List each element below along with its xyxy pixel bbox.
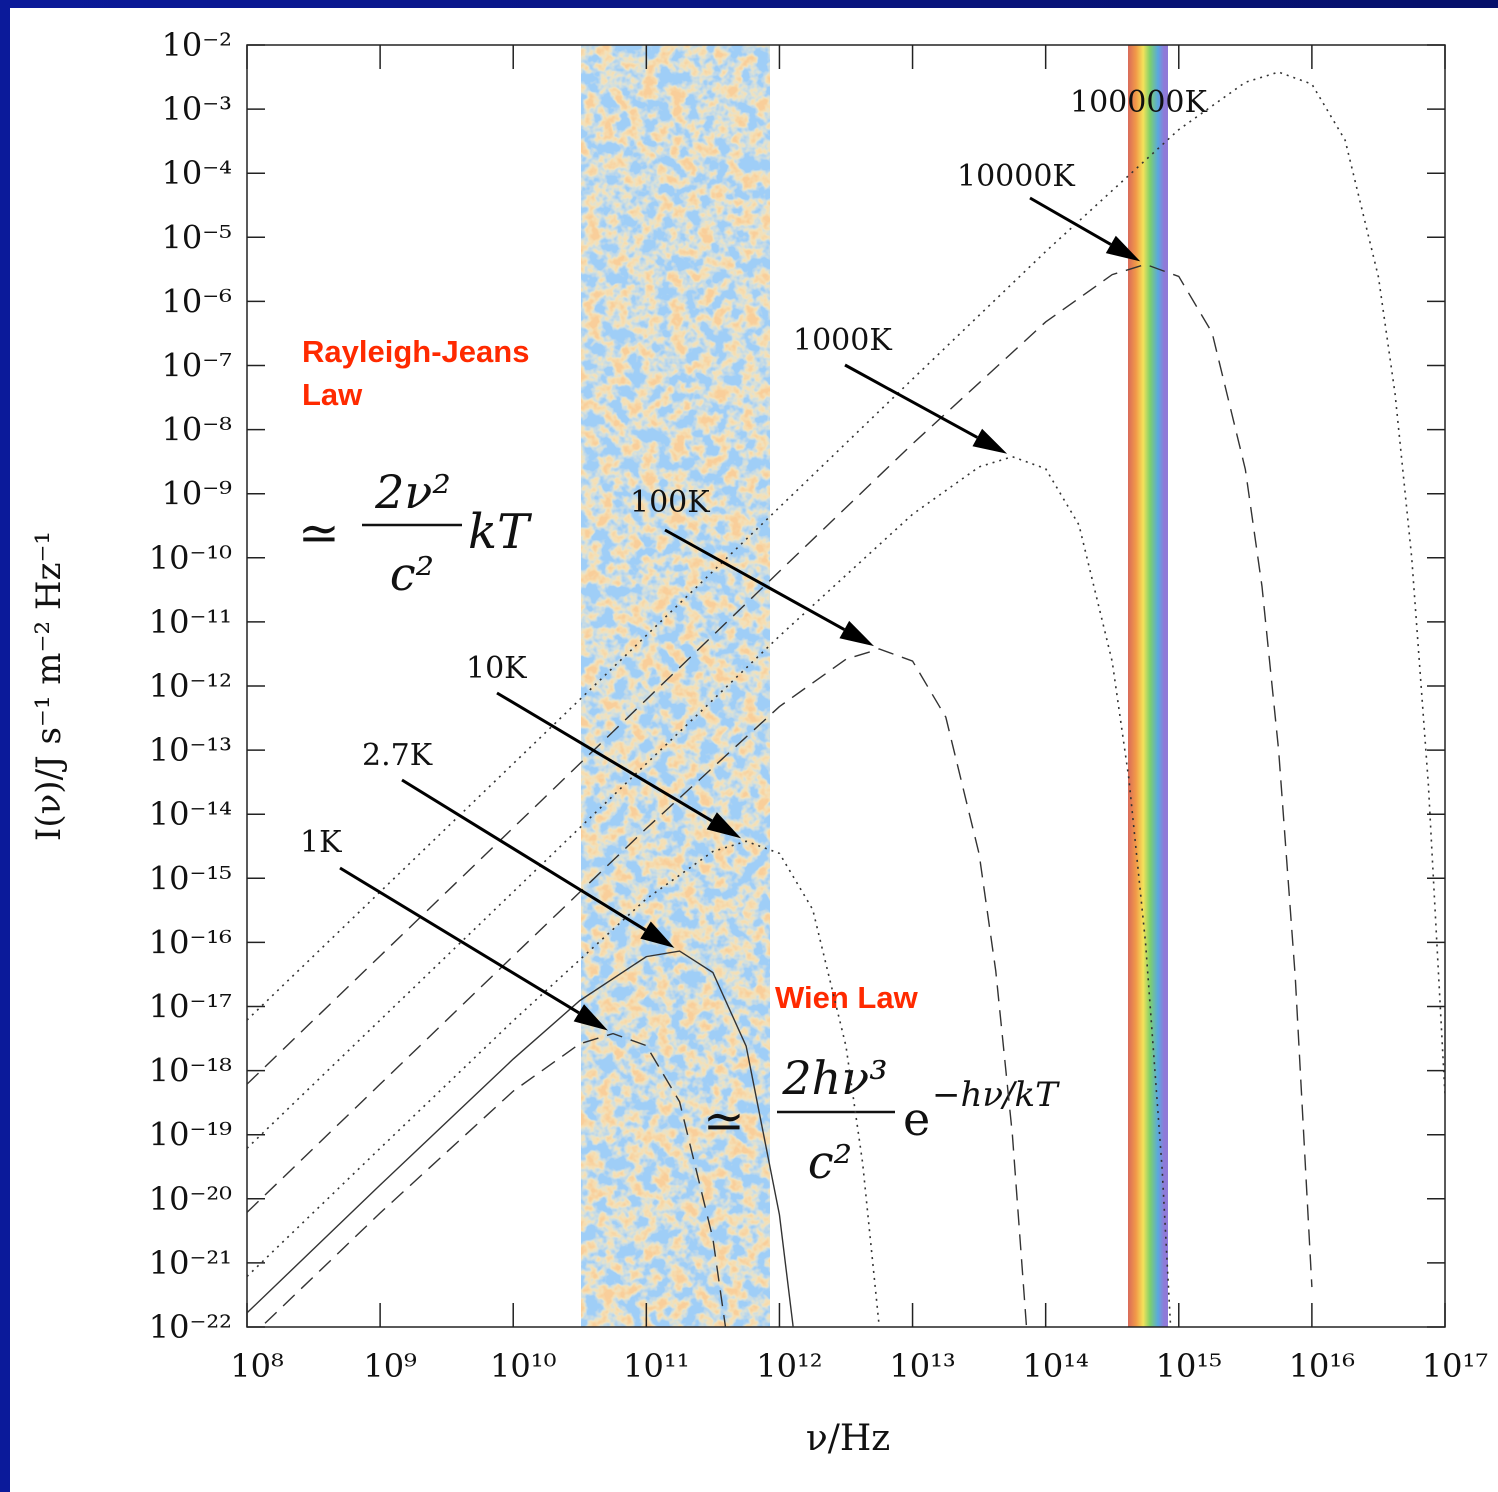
series-label: 2.7K bbox=[362, 738, 433, 773]
y-tick-label: 10⁻⁵ bbox=[162, 218, 232, 256]
y-tick-label: 10⁻¹¹ bbox=[149, 603, 232, 641]
y-tick-label: 10⁻⁶ bbox=[162, 282, 232, 320]
y-tick-label: 10⁻¹⁴ bbox=[149, 795, 232, 833]
arrow bbox=[401, 778, 647, 932]
y-tick-label: 10⁻² bbox=[162, 26, 232, 64]
rj-label: Law bbox=[302, 377, 363, 412]
y-tick-label: 10⁻¹³ bbox=[149, 731, 232, 769]
arrow bbox=[1029, 196, 1112, 246]
wien-numerator: 2hν³ bbox=[781, 1051, 887, 1105]
arrow-head bbox=[839, 620, 875, 647]
x-tick-label: 10¹⁶ bbox=[1289, 1347, 1355, 1385]
x-axis-label: ν/Hz bbox=[806, 1418, 890, 1459]
rj-numerator: 2ν² bbox=[374, 465, 451, 519]
y-tick-label: 10⁻¹² bbox=[149, 667, 232, 705]
y-tick-label: 10⁻²¹ bbox=[149, 1244, 232, 1282]
arrow-head bbox=[706, 812, 742, 839]
rj-factor: kT bbox=[468, 504, 532, 560]
wien-factor: e bbox=[903, 1092, 930, 1146]
x-tick-label: 10¹¹ bbox=[623, 1347, 689, 1385]
y-tick-label: 10⁻¹⁸ bbox=[149, 1052, 232, 1090]
curves bbox=[247, 71, 1445, 1327]
curve bbox=[247, 263, 1313, 1288]
wien-label: Wien Law bbox=[775, 980, 919, 1015]
cmb-band bbox=[581, 45, 770, 1327]
rj-denominator: c² bbox=[390, 547, 434, 601]
y-axis-label: I(ν)/J s⁻¹ m⁻² Hz⁻¹ bbox=[29, 531, 69, 841]
wien-approx: ≃ bbox=[703, 1092, 745, 1150]
rj-approx: ≃ bbox=[298, 504, 340, 562]
arrow bbox=[664, 528, 846, 631]
wien-denominator: c² bbox=[808, 1135, 852, 1189]
y-tick-label: 10⁻¹⁹ bbox=[149, 1116, 232, 1154]
arrow bbox=[844, 363, 979, 439]
arrow-head bbox=[573, 1004, 608, 1031]
y-tick-label: 10⁻⁹ bbox=[162, 475, 233, 513]
y-tick-label: 10⁻³ bbox=[162, 90, 232, 128]
x-tick-label: 10¹⁵ bbox=[1156, 1347, 1222, 1385]
curve bbox=[247, 840, 881, 1327]
visible-band bbox=[1128, 45, 1168, 1327]
x-tick-label: 10¹² bbox=[756, 1347, 822, 1385]
wien-exponent: −hν/kT bbox=[932, 1075, 1060, 1115]
series-label: 100000K bbox=[1070, 85, 1208, 120]
x-tick-label: 10¹⁴ bbox=[1022, 1347, 1088, 1385]
series-label: 10000K bbox=[957, 159, 1075, 194]
series-label: 10K bbox=[466, 651, 527, 686]
arrow-head bbox=[1105, 235, 1141, 262]
curve bbox=[260, 1032, 727, 1327]
x-tick-label: 10¹⁷ bbox=[1422, 1347, 1488, 1385]
y-tick-label: 10⁻¹⁷ bbox=[149, 988, 232, 1026]
curve bbox=[247, 455, 1172, 1327]
arrow-head bbox=[640, 921, 675, 948]
curve bbox=[247, 950, 794, 1327]
arrow bbox=[339, 866, 580, 1015]
x-tick-label: 10¹⁰ bbox=[490, 1347, 556, 1385]
x-tick-label: 10⁸ bbox=[230, 1347, 284, 1385]
y-tick-label: 10⁻¹⁵ bbox=[149, 859, 232, 897]
y-tick-label: 10⁻¹⁶ bbox=[149, 923, 232, 961]
y-tick-label: 10⁻⁸ bbox=[162, 411, 232, 449]
y-tick-label: 10⁻¹⁰ bbox=[149, 539, 232, 577]
arrow bbox=[496, 691, 713, 823]
curve bbox=[247, 648, 1028, 1327]
series-label: 1000K bbox=[793, 323, 892, 358]
rj-label: Rayleigh-Jeans bbox=[302, 334, 529, 369]
y-tick-label: 10⁻²² bbox=[149, 1308, 232, 1346]
y-tick-label: 10⁻²⁰ bbox=[149, 1180, 232, 1218]
series-label: 1K bbox=[300, 825, 342, 860]
arrow-head bbox=[972, 428, 1008, 454]
series-label: 100K bbox=[630, 485, 710, 520]
x-tick-label: 10¹³ bbox=[889, 1347, 955, 1385]
y-tick-label: 10⁻⁴ bbox=[162, 154, 232, 192]
x-tick-label: 10⁹ bbox=[363, 1347, 417, 1385]
y-tick-label: 10⁻⁷ bbox=[162, 347, 232, 385]
